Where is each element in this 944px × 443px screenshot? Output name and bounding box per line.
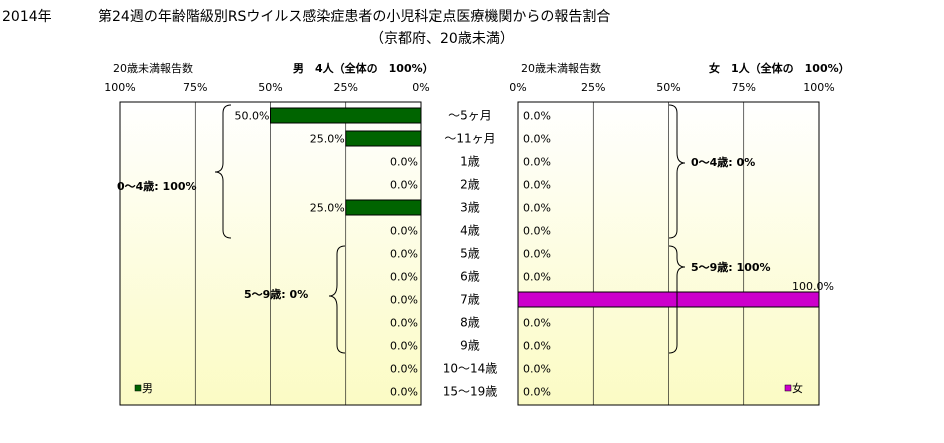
male-brace-0-4 — [214, 104, 232, 239]
female-value-label: 0.0% — [523, 110, 551, 123]
female-value-label: 0.0% — [523, 271, 551, 284]
female-value-label: 0.0% — [523, 317, 551, 330]
male-tick-label: 75% — [183, 81, 207, 94]
age-category-label: 8歳 — [460, 316, 480, 330]
female-brace-5-9 — [668, 245, 686, 354]
male-value-label: 0.0% — [390, 156, 418, 169]
female-tick-label: 50% — [656, 81, 680, 94]
age-category-label: ～11ヶ月 — [444, 132, 495, 146]
female-legend-label: 女 — [792, 381, 803, 395]
male-axis-title: 20歳未満報告数 — [113, 62, 193, 75]
male-value-label: 0.0% — [390, 386, 418, 399]
male-x-axis: 100% 75% 50% 25% 0% — [104, 81, 429, 94]
age-category-label: 5歳 — [460, 247, 480, 261]
chart-subtitle: （京都府、20歳未満） — [370, 31, 514, 47]
male-gridlines — [194, 102, 347, 405]
male-bar — [270, 107, 422, 124]
male-brace-5-9 — [328, 245, 346, 354]
female-axis-title: 20歳未満報告数 — [521, 62, 601, 75]
female-x-axis: 0% 25% 50% 75% 100% — [509, 81, 834, 94]
female-brace-0-4 — [668, 104, 686, 239]
male-value-label: 0.0% — [390, 363, 418, 376]
male-value-label: 0.0% — [390, 225, 418, 238]
age-category-label: 9歳 — [460, 339, 480, 353]
female-value-label: 0.0% — [523, 340, 551, 353]
male-value-label: 0.0% — [390, 248, 418, 261]
female-group-label-0-4: 0～4歳: 0% — [691, 155, 755, 169]
male-value-labels: 50.0% 25.0% 0.0% 0.0% 25.0% 0.0% 0.0% 0.0% 0.0% 0… — [235, 110, 418, 399]
male-value-label: 0.0% — [390, 179, 418, 192]
female-value-label: 0.0% — [523, 156, 551, 169]
male-value-label: 25.0% — [310, 202, 345, 215]
male-value-label: 25.0% — [310, 133, 345, 146]
male-bars — [270, 107, 422, 216]
female-value-label: 100.0% — [792, 280, 834, 293]
age-category-label: 3歳 — [460, 201, 480, 215]
male-legend-swatch — [134, 384, 142, 392]
female-value-label: 0.0% — [523, 179, 551, 192]
female-header: 女 1人（全体の 100%） — [709, 61, 850, 75]
male-group-label-5-9: 5～9歳: 0% — [244, 287, 308, 301]
female-value-label: 0.0% — [523, 225, 551, 238]
female-tick-label: 75% — [732, 81, 756, 94]
male-tick-label: 25% — [334, 81, 358, 94]
female-value-labels: 0.0% 0.0% 0.0% 0.0% 0.0% 0.0% 0.0% 0.0% 100.0% 0.… — [523, 110, 834, 399]
male-tick-label: 0% — [412, 81, 429, 94]
male-bar — [345, 130, 422, 147]
chart-title: 第24週の年齢階級別RSウイルス感染症患者の小児科定点医療機関からの報告割合 — [98, 8, 610, 25]
female-value-label: 0.0% — [523, 386, 551, 399]
male-tick-label: 50% — [258, 81, 282, 94]
male-value-label: 0.0% — [390, 294, 418, 307]
male-value-label: 0.0% — [390, 340, 418, 353]
female-value-label: 0.0% — [523, 133, 551, 146]
male-value-label: 0.0% — [390, 317, 418, 330]
age-category-labels: ～5ヶ月 ～11ヶ月 1歳 2歳 3歳 4歳 5歳 6歳 7歳 8歳 9歳 10～14歳 15～19歳 — [443, 109, 498, 399]
age-category-label: 4歳 — [460, 224, 480, 238]
female-legend-swatch — [784, 384, 792, 392]
age-category-label: 15～19歳 — [443, 385, 498, 399]
male-value-label: 0.0% — [390, 271, 418, 284]
female-gridlines — [592, 102, 745, 405]
female-tick-label: 100% — [803, 81, 834, 94]
female-group-label-5-9: 5～9歳: 100% — [691, 260, 771, 274]
male-tick-label: 100% — [104, 81, 135, 94]
male-value-label: 50.0% — [235, 110, 270, 123]
age-category-label: 2歳 — [460, 178, 480, 192]
age-category-label: 1歳 — [460, 155, 480, 169]
female-bar — [517, 291, 820, 308]
female-value-label: 0.0% — [523, 248, 551, 261]
female-value-label: 0.0% — [523, 363, 551, 376]
age-category-label: 7歳 — [460, 293, 480, 307]
female-tick-label: 25% — [581, 81, 605, 94]
male-legend-label: 男 — [142, 382, 153, 395]
male-header: 男 4人（全体の 100%） — [293, 61, 434, 75]
male-group-label-0-4: 0～4歳: 100% — [117, 179, 197, 193]
female-value-label: 0.0% — [523, 202, 551, 215]
year-label: 2014年 — [2, 9, 52, 25]
female-bars — [517, 291, 820, 308]
female-tick-label: 0% — [509, 81, 526, 94]
age-category-label: ～5ヶ月 — [448, 109, 492, 123]
age-category-label: 10～14歳 — [443, 362, 498, 376]
male-bar — [345, 199, 422, 216]
age-category-label: 6歳 — [460, 270, 480, 284]
